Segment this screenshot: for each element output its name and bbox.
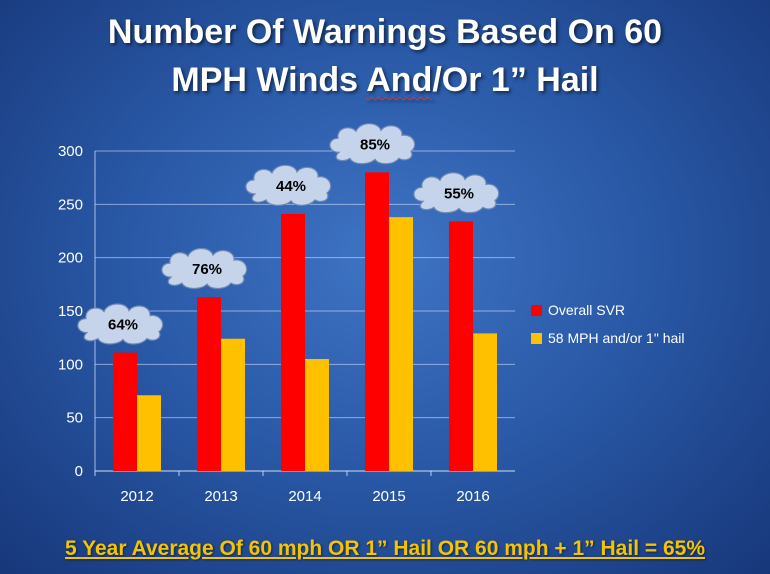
bar-58mph-hail xyxy=(389,217,413,471)
title-line-2: MPH Winds And/Or 1” Hail xyxy=(0,56,770,104)
bar-58mph-hail xyxy=(221,338,245,471)
percentage-label: 76% xyxy=(192,261,222,278)
bar-overall-svr xyxy=(281,213,305,471)
y-tick-label: 0 xyxy=(75,463,83,480)
x-tick-label: 2015 xyxy=(372,488,405,505)
percentage-label: 44% xyxy=(276,178,306,195)
percentage-label: 85% xyxy=(360,136,390,153)
cloud-annotation: 44% xyxy=(245,164,332,206)
y-tick-label: 50 xyxy=(66,410,83,427)
cloud-shape xyxy=(161,247,248,290)
title-line-2-end: /Or 1” Hail xyxy=(432,61,599,99)
cloud-shape xyxy=(77,303,164,345)
bar-overall-svr xyxy=(449,221,473,471)
y-tick-label: 150 xyxy=(58,303,83,320)
chart-title: Number Of Warnings Based On 60 MPH Winds… xyxy=(0,8,770,104)
x-tick-label: 2012 xyxy=(120,488,153,505)
cloud-annotation: 85% xyxy=(329,123,416,165)
x-tick-label: 2013 xyxy=(204,488,237,505)
cloud-annotation: 64% xyxy=(77,303,164,345)
y-tick-label: 100 xyxy=(58,356,83,373)
title-line-1: Number Of Warnings Based On 60 xyxy=(107,13,663,51)
legend-item-overall-svr: Overall SVR xyxy=(548,302,625,318)
legend-swatch xyxy=(531,305,542,316)
title-line-2-start: MPH Winds xyxy=(171,61,367,99)
cloud-shape xyxy=(245,164,332,206)
y-tick-label: 250 xyxy=(58,196,83,213)
cloud-shape xyxy=(413,172,500,214)
five-year-average-footer: 5 Year Average Of 60 mph OR 1” Hail OR 6… xyxy=(65,537,705,560)
bar-overall-svr xyxy=(197,297,221,471)
bar-58mph-hail xyxy=(473,333,497,471)
y-tick-label: 300 xyxy=(58,143,83,160)
percentage-label: 55% xyxy=(444,185,474,202)
bar-58mph-hail xyxy=(305,359,329,471)
bar-overall-svr xyxy=(365,172,389,472)
title-line-2-and: And xyxy=(366,61,433,99)
bar-overall-svr xyxy=(113,352,137,471)
percentage-label: 64% xyxy=(108,317,138,334)
y-tick-label: 200 xyxy=(58,250,83,267)
cloud-annotation: 76% xyxy=(161,247,248,290)
x-tick-label: 2014 xyxy=(288,488,321,505)
bar-58mph-hail xyxy=(137,395,161,471)
legend-swatch xyxy=(531,333,542,344)
cloud-annotation: 55% xyxy=(413,172,500,214)
cloud-shape xyxy=(329,123,416,165)
legend-item-58mph-hail: 58 MPH and/or 1" hail xyxy=(548,330,685,346)
x-tick-label: 2016 xyxy=(456,488,489,505)
